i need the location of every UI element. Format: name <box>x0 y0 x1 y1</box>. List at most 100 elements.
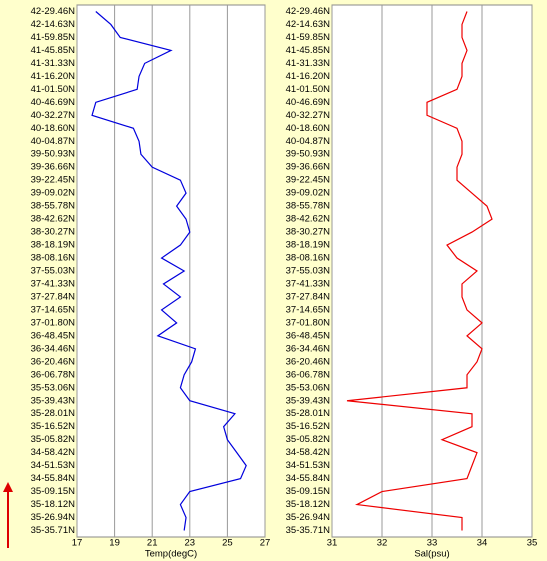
y-tick-label: 40-18.60N <box>286 123 331 134</box>
x-tick-label: 31 <box>327 538 338 549</box>
y-tick-label: 41-45.85N <box>286 45 331 56</box>
y-tick-label: 36-06.78N <box>286 369 331 380</box>
y-tick-label: 38-18.19N <box>31 240 76 251</box>
y-tick-label: 36-20.46N <box>31 356 76 367</box>
data-line <box>91 11 247 531</box>
y-tick-label: 34-58.42N <box>31 447 76 458</box>
y-tick-label: 38-18.19N <box>286 240 331 251</box>
y-tick-label: 34-51.53N <box>286 460 331 471</box>
y-tick-label: 35-18.12N <box>31 499 76 510</box>
y-tick-label: 37-14.65N <box>31 304 76 315</box>
y-tick-label: 36-06.78N <box>31 369 76 380</box>
y-tick-label: 41-31.33N <box>31 58 76 69</box>
y-tick-label: 35-16.52N <box>286 421 331 432</box>
y-tick-label: 40-04.87N <box>31 136 76 147</box>
x-tick-label: 17 <box>72 538 83 549</box>
y-tick-label: 39-22.45N <box>31 175 76 186</box>
y-tick-label: 39-50.93N <box>31 149 76 160</box>
y-tick-label: 35-53.06N <box>286 382 331 393</box>
y-tick-label: 35-35.71N <box>31 525 76 536</box>
data-line <box>346 11 493 531</box>
x-tick-label: 35 <box>527 538 538 549</box>
x-tick-label: 21 <box>147 538 158 549</box>
y-tick-label: 37-41.33N <box>286 278 331 289</box>
y-tick-label: 41-16.20N <box>286 71 331 82</box>
y-tick-label: 36-34.46N <box>31 343 76 354</box>
y-tick-label: 39-36.66N <box>31 162 76 173</box>
y-tick-label: 38-08.16N <box>286 253 331 264</box>
y-tick-label: 35-05.82N <box>31 434 76 445</box>
y-tick-label: 40-18.60N <box>31 123 76 134</box>
y-tick-label: 38-55.78N <box>31 201 76 212</box>
plot-area <box>76 4 266 538</box>
y-tick-label: 36-34.46N <box>286 343 331 354</box>
x-axis-label: Temp(degC) <box>145 549 197 560</box>
y-tick-label: 35-28.01N <box>286 408 331 419</box>
y-tick-label: 41-59.85N <box>286 32 331 43</box>
y-tick-label: 40-46.69N <box>286 97 331 108</box>
y-tick-label: 35-26.94N <box>286 512 331 523</box>
y-tick-label: 41-59.85N <box>31 32 76 43</box>
y-tick-label: 35-26.94N <box>31 512 76 523</box>
y-tick-label: 35-16.52N <box>31 421 76 432</box>
y-tick-label: 38-42.62N <box>31 214 76 225</box>
y-tick-label: 37-55.03N <box>31 266 76 277</box>
y-tick-label: 35-09.15N <box>31 486 76 497</box>
x-tick-label: 19 <box>109 538 120 549</box>
y-tick-label: 38-55.78N <box>286 201 331 212</box>
y-tick-label: 35-39.43N <box>286 395 331 406</box>
y-tick-label: 38-08.16N <box>31 253 76 264</box>
y-tick-label: 41-01.50N <box>286 84 331 95</box>
y-tick-label: 37-55.03N <box>286 266 331 277</box>
y-tick-label: 39-22.45N <box>286 175 331 186</box>
y-tick-label: 40-46.69N <box>31 97 76 108</box>
y-tick-label: 35-35.71N <box>286 525 331 536</box>
y-tick-label: 36-48.45N <box>286 330 331 341</box>
y-tick-label: 38-30.27N <box>31 227 76 238</box>
y-tick-label: 37-27.84N <box>31 291 76 302</box>
y-tick-label: 35-05.82N <box>286 434 331 445</box>
x-tick-label: 34 <box>477 538 488 549</box>
y-tick-label: 42-29.46N <box>31 6 76 17</box>
y-tick-label: 35-53.06N <box>31 382 76 393</box>
y-tick-label: 38-42.62N <box>286 214 331 225</box>
y-tick-label: 34-55.84N <box>286 473 331 484</box>
y-tick-label: 37-27.84N <box>286 291 331 302</box>
arrow-head <box>3 482 13 492</box>
y-tick-label: 40-32.27N <box>286 110 331 121</box>
y-tick-label: 37-41.33N <box>31 278 76 289</box>
y-tick-label: 35-39.43N <box>31 395 76 406</box>
y-tick-label: 35-28.01N <box>31 408 76 419</box>
y-tick-label: 41-01.50N <box>31 84 76 95</box>
y-tick-label: 42-14.63N <box>31 19 76 30</box>
y-tick-label: 39-09.02N <box>286 188 331 199</box>
x-tick-label: 32 <box>377 538 388 549</box>
y-tick-label: 41-16.20N <box>31 71 76 82</box>
x-tick-label: 25 <box>222 538 233 549</box>
y-tick-label: 34-51.53N <box>31 460 76 471</box>
y-tick-label: 37-01.80N <box>31 317 76 328</box>
y-tick-label: 39-50.93N <box>286 149 331 160</box>
y-tick-label: 39-09.02N <box>31 188 76 199</box>
y-tick-label: 34-58.42N <box>286 447 331 458</box>
y-tick-label: 42-14.63N <box>286 19 331 30</box>
y-tick-label: 41-31.33N <box>286 58 331 69</box>
y-tick-label: 37-01.80N <box>286 317 331 328</box>
x-tick-label: 27 <box>260 538 271 549</box>
y-tick-label: 39-36.66N <box>286 162 331 173</box>
y-tick-label: 38-30.27N <box>286 227 331 238</box>
y-tick-label: 41-45.85N <box>31 45 76 56</box>
y-tick-label: 42-29.46N <box>286 6 331 17</box>
x-tick-label: 23 <box>185 538 196 549</box>
y-tick-label: 37-14.65N <box>286 304 331 315</box>
y-tick-label: 36-20.46N <box>286 356 331 367</box>
x-axis-label: Sal(psu) <box>414 549 449 560</box>
y-tick-label: 36-48.45N <box>31 330 76 341</box>
y-tick-label: 35-09.15N <box>286 486 331 497</box>
y-tick-label: 35-18.12N <box>286 499 331 510</box>
y-tick-label: 34-55.84N <box>31 473 76 484</box>
x-tick-label: 33 <box>427 538 438 549</box>
y-tick-label: 40-32.27N <box>31 110 76 121</box>
y-tick-label: 40-04.87N <box>286 136 331 147</box>
